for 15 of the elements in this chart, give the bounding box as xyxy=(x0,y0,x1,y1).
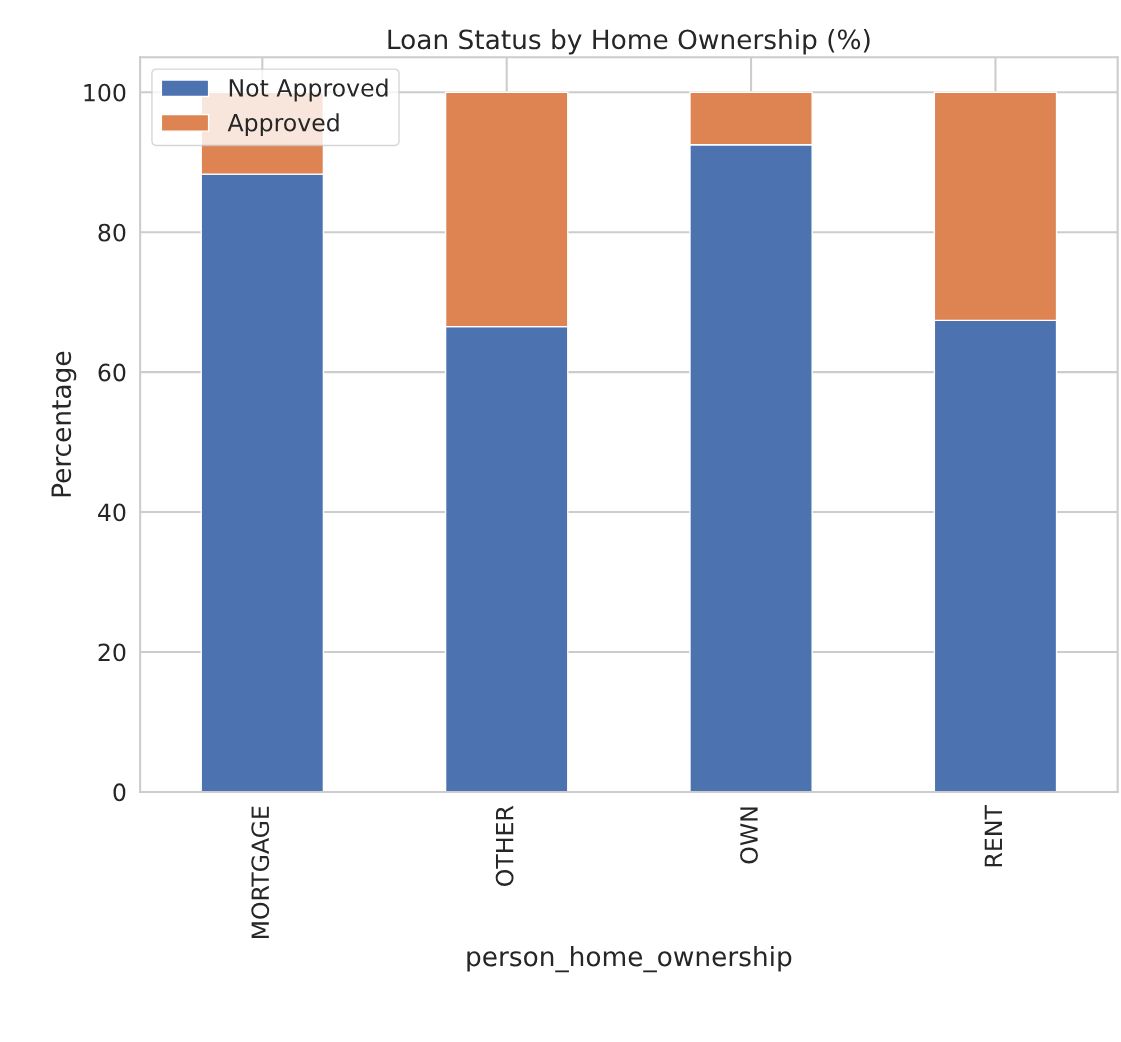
y-tick-label: 60 xyxy=(98,363,126,382)
x-tick-label: OTHER xyxy=(495,805,514,886)
y-tick-label: 100 xyxy=(84,83,126,102)
x-tick-label: MORTGAGE xyxy=(251,806,270,939)
y-tick-label: 0 xyxy=(113,783,126,802)
y-axis-title: Percentage xyxy=(51,351,77,497)
y-tick-label: 20 xyxy=(98,643,126,662)
y-tick-label: 80 xyxy=(98,223,126,242)
x-tick-label: RENT xyxy=(984,805,1002,867)
legend-label: Approved xyxy=(227,113,339,137)
chart-title: Loan Status by Home Ownership (%) xyxy=(388,28,870,55)
y-tick-label: 40 xyxy=(98,503,126,522)
x-tick-label: OWN xyxy=(740,807,758,864)
legend-label: Not Approved xyxy=(229,78,388,102)
x-axis-title: person_home_ownership xyxy=(467,945,792,973)
